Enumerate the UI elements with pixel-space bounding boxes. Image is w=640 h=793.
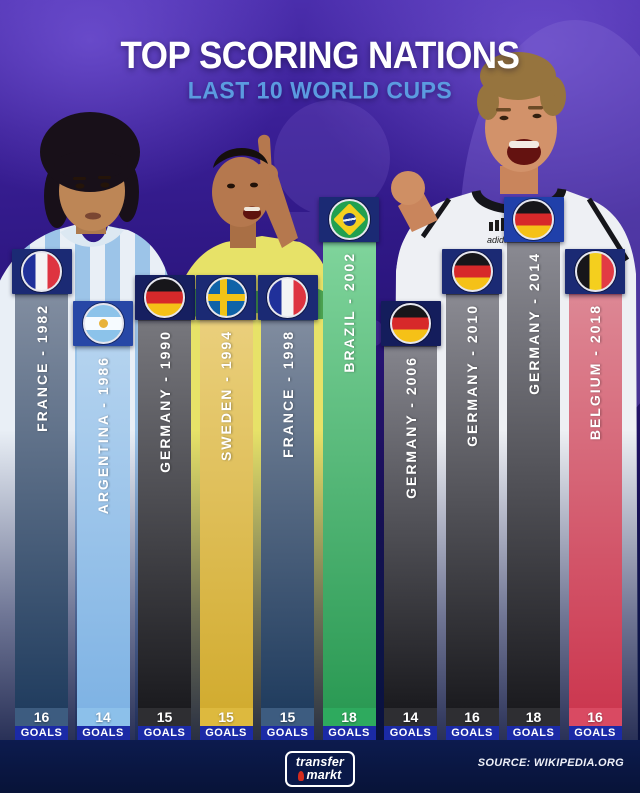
bar-column: ARGENTINA - 1986 14 GOALS — [73, 301, 133, 740]
france-flag-icon — [267, 277, 308, 318]
argentina-flag-icon — [82, 303, 124, 344]
bar-label: ARGENTINA - 1986 — [95, 356, 111, 515]
goals-value: 14 — [384, 708, 437, 726]
bar-column: GERMANY - 1990 15 GOALS — [134, 275, 195, 740]
bar-column: GERMANY - 2010 16 GOALS — [442, 249, 502, 740]
goals-unit-label: GOALS — [15, 726, 68, 740]
source-credit: SOURCE: WIKIPEDIA.ORG — [477, 757, 624, 769]
logo-line-2: markt — [298, 769, 341, 782]
germany-flag-icon — [144, 277, 185, 318]
bar-column: BRAZIL - 2002 18 GOALS — [319, 197, 379, 740]
bar-column: FRANCE - 1998 15 GOALS — [257, 275, 318, 740]
bar-body — [76, 346, 130, 708]
sweden-flag-icon — [205, 277, 247, 318]
bar-label: BELGIUM - 2018 — [587, 304, 603, 441]
bar-body — [568, 294, 622, 708]
goals-unit-label: GOALS — [322, 726, 376, 740]
belgium-flag-icon — [574, 251, 616, 292]
germany-flag-icon — [451, 251, 493, 292]
bar-body — [322, 242, 376, 708]
goals-unit-label: GOALS — [76, 726, 130, 740]
goals-unit-label: GOALS — [445, 726, 499, 740]
brazil-flag-icon — [328, 199, 370, 240]
bar-body — [384, 346, 437, 708]
bar-label: GERMANY - 2010 — [464, 304, 480, 447]
page-subtitle: LAST 10 WORLD CUPS — [187, 76, 453, 104]
bar-body — [138, 320, 191, 708]
goals-unit-label: GOALS — [261, 726, 314, 740]
goals-unit-label: GOALS — [568, 726, 622, 740]
bar-flag-cap — [257, 275, 318, 320]
bar-flag-cap — [196, 275, 256, 320]
transfermarkt-man-icon — [298, 770, 305, 781]
goals-value: 15 — [138, 708, 191, 726]
bar-body — [445, 294, 499, 708]
goals-value: 16 — [15, 708, 68, 726]
bar-flag-cap — [319, 197, 379, 242]
bar-column: GERMANY - 2006 14 GOALS — [380, 301, 441, 740]
page-title: TOP SCORING NATIONS — [120, 34, 520, 77]
bar-label: FRANCE - 1982 — [33, 304, 50, 432]
goals-unit-label: GOALS — [199, 726, 253, 740]
bar-body — [261, 320, 314, 708]
bar-label: FRANCE - 1998 — [279, 330, 296, 458]
bar-column: BELGIUM - 2018 16 GOALS — [565, 249, 625, 740]
logo-line-1: transfer — [295, 755, 345, 769]
bar-body — [507, 242, 560, 708]
goals-value: 15 — [261, 708, 314, 726]
germany-flag-icon — [390, 303, 431, 344]
bar-flag-cap — [380, 301, 441, 346]
bar-label: GERMANY - 1990 — [156, 330, 173, 473]
goals-value: 18 — [507, 708, 560, 726]
bar-column: SWEDEN - 1994 15 GOALS — [196, 275, 256, 740]
goals-value: 16 — [568, 708, 622, 726]
bar-body — [199, 320, 253, 708]
bar-flag-cap — [503, 197, 564, 242]
bar-column: GERMANY - 2014 18 GOALS — [503, 197, 564, 740]
bar-flag-cap — [73, 301, 133, 346]
bar-label: BRAZIL - 2002 — [341, 252, 357, 373]
svg-text:adidas: adidas — [487, 235, 514, 245]
bar-body — [15, 294, 68, 708]
bar-flag-cap — [134, 275, 195, 320]
bar-label: GERMANY - 2006 — [402, 356, 419, 499]
bar-label: GERMANY - 2014 — [525, 252, 542, 395]
bar-column: FRANCE - 1982 16 GOALS — [11, 249, 72, 740]
transfermarkt-logo: transfer markt — [285, 751, 355, 787]
germany-flag-icon — [513, 199, 554, 240]
goals-value: 14 — [76, 708, 130, 726]
france-flag-icon — [21, 251, 62, 292]
goals-value: 16 — [445, 708, 499, 726]
goals-value: 18 — [322, 708, 376, 726]
bar-flag-cap — [442, 249, 502, 294]
bar-label: SWEDEN - 1994 — [218, 330, 234, 462]
bar-flag-cap — [565, 249, 625, 294]
goals-unit-label: GOALS — [384, 726, 437, 740]
goals-value: 15 — [199, 708, 253, 726]
bar-flag-cap — [11, 249, 72, 294]
goals-unit-label: GOALS — [507, 726, 560, 740]
goals-unit-label: GOALS — [138, 726, 191, 740]
